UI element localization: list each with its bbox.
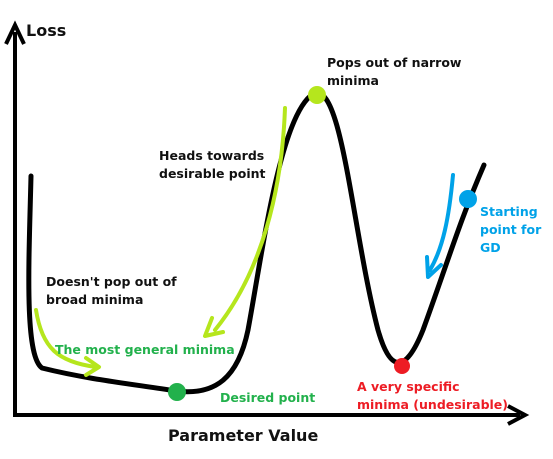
desired-point-marker xyxy=(168,383,186,401)
specific-minima-label: A very specific minima (undesirable) xyxy=(357,379,508,412)
doesnt-pop-label: Doesn't pop out of broad minima xyxy=(46,274,177,307)
y-axis xyxy=(4,20,26,415)
narrow-peak-point xyxy=(308,86,326,104)
desired-point-label: Desired point xyxy=(220,390,316,405)
most-general-label: The most general minima xyxy=(55,342,235,357)
x-axis xyxy=(13,404,530,426)
heads-towards-arrow xyxy=(203,106,287,338)
y-axis-label: Loss xyxy=(26,21,67,40)
specific-minima-point xyxy=(394,358,410,374)
heads-towards-label: Heads towards desirable point xyxy=(159,148,266,181)
x-axis-label: Parameter Value xyxy=(168,426,319,445)
starting-point-marker xyxy=(459,190,477,208)
starting-arrow xyxy=(425,173,455,279)
starting-point-label: Starting point for GD xyxy=(480,204,542,255)
broad-minima-arrow xyxy=(34,308,101,377)
pops-out-label: Pops out of narrow minima xyxy=(327,55,462,88)
